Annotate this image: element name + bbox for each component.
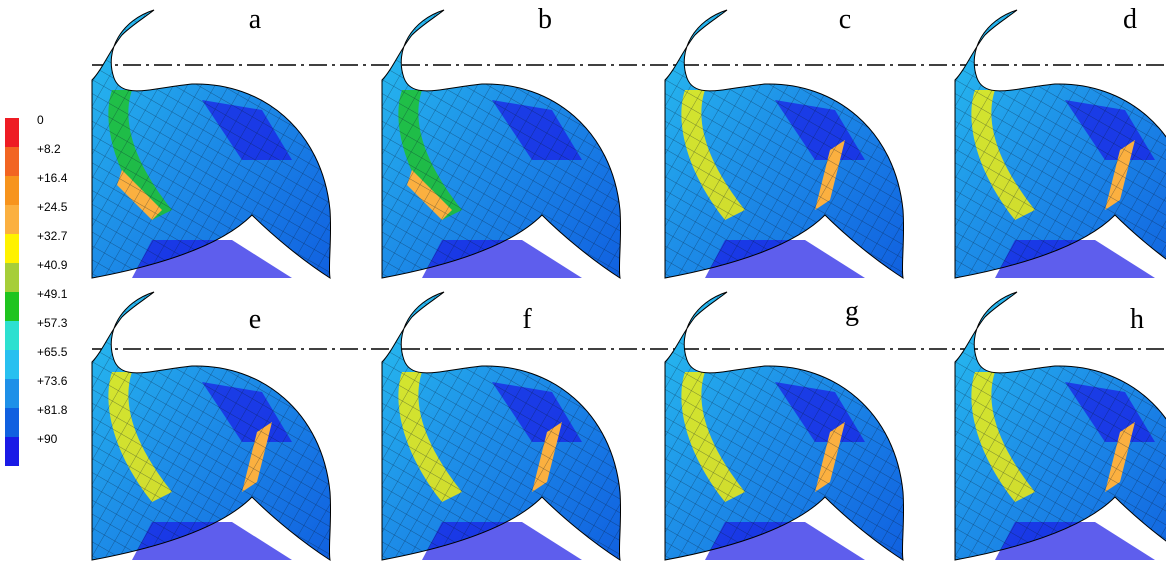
mesh-panel xyxy=(92,10,331,278)
legend-label: +65.5 xyxy=(37,345,68,359)
legend-swatch xyxy=(5,350,19,379)
legend-swatch xyxy=(5,147,19,176)
legend-swatch xyxy=(5,263,19,292)
mesh-grid xyxy=(92,10,331,278)
legend-label: +49.1 xyxy=(37,287,68,301)
legend-swatch xyxy=(5,408,19,437)
mesh-grid xyxy=(382,10,621,278)
mesh-panel xyxy=(665,10,904,278)
panel-label: d xyxy=(1123,4,1137,35)
mesh-grid xyxy=(665,10,904,278)
legend-swatch xyxy=(5,205,19,234)
panel-label: g xyxy=(845,296,859,327)
legend-label: +24.5 xyxy=(37,200,68,214)
mesh-grid xyxy=(665,292,904,560)
legend-label: +8.2 xyxy=(37,142,61,156)
panel-label: b xyxy=(538,4,552,35)
legend-swatch xyxy=(5,176,19,205)
panel-label: c xyxy=(839,4,851,35)
legend-label: 0 xyxy=(37,113,44,127)
mesh-panel xyxy=(665,292,904,560)
legend-label: +32.7 xyxy=(37,229,68,243)
legend-label: +81.8 xyxy=(37,403,68,417)
mesh-grid xyxy=(955,10,1166,278)
legend-label: +57.3 xyxy=(37,316,68,330)
legend-swatch xyxy=(5,118,19,147)
legend-swatch xyxy=(5,379,19,408)
legend: 0 +8.2 +16.4 +24.5 +32.7 +40.9 +49.1 +57.3 +65.5… xyxy=(5,113,68,466)
panel-label: h xyxy=(1130,304,1144,335)
mesh-panel xyxy=(382,292,621,560)
legend-swatch xyxy=(5,437,19,466)
panel-label: a xyxy=(249,4,262,35)
legend-swatch xyxy=(5,321,19,350)
legend-swatch xyxy=(5,292,19,321)
mesh-panel xyxy=(382,10,621,278)
panels: a b c d e f g h xyxy=(92,4,1166,560)
panel-label: e xyxy=(249,304,261,335)
legend-swatch xyxy=(5,234,19,263)
mesh-grid xyxy=(382,292,621,560)
legend-label: +40.9 xyxy=(37,258,68,272)
panel-label: f xyxy=(522,304,532,335)
mesh-panel xyxy=(955,10,1166,278)
legend-label: +16.4 xyxy=(37,171,68,185)
figure: 0 +8.2 +16.4 +24.5 +32.7 +40.9 +49.1 +57.3 +65.5… xyxy=(0,0,1166,562)
mesh-grid xyxy=(92,292,331,560)
legend-label: +90 xyxy=(37,432,58,446)
mesh-panel xyxy=(92,292,331,560)
legend-label: +73.6 xyxy=(37,374,68,388)
